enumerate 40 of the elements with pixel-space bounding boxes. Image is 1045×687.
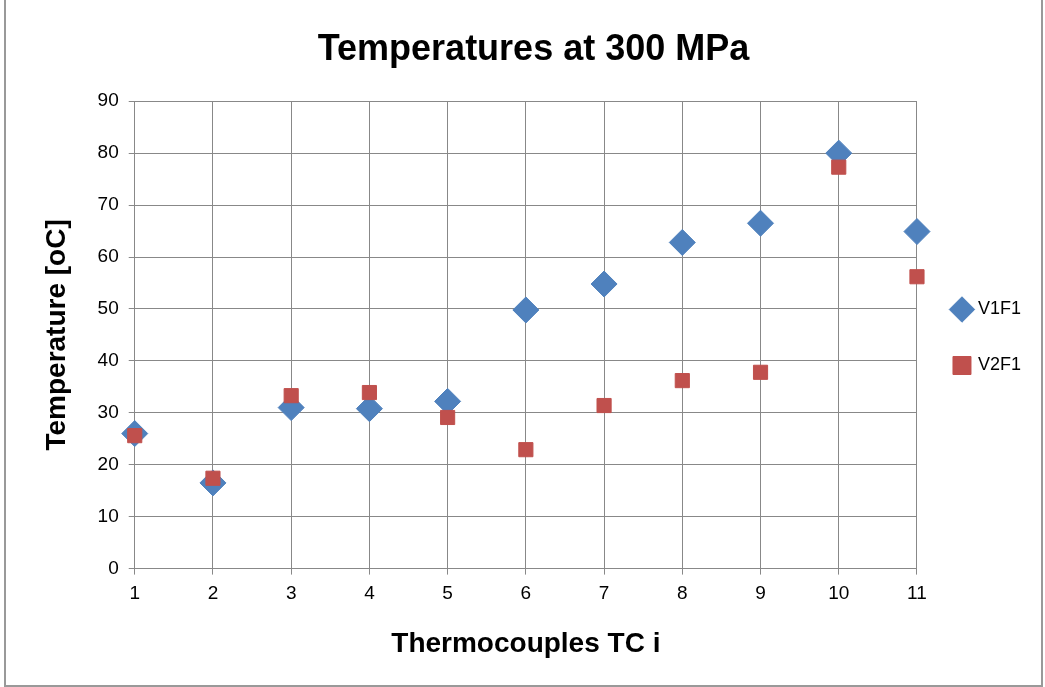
point bbox=[590, 270, 618, 298]
legend-label: V2F1 bbox=[977, 354, 1022, 375]
x-tick-label: 4 bbox=[364, 582, 376, 604]
y-tick-label: 70 bbox=[97, 193, 119, 215]
y-tick-label: 90 bbox=[97, 89, 119, 111]
y-axis-title: Temperature [oC] bbox=[39, 219, 71, 451]
point bbox=[831, 159, 847, 175]
y-tick-label: 0 bbox=[108, 556, 119, 578]
point bbox=[747, 209, 775, 237]
point bbox=[518, 442, 534, 458]
chart-title: Temperatures at 300 MPa bbox=[317, 26, 751, 68]
x-tick-label: 2 bbox=[207, 582, 219, 604]
x-tick-label: 10 bbox=[828, 582, 850, 604]
x-tick-label: 6 bbox=[520, 582, 532, 604]
x-tick-label: 9 bbox=[755, 582, 766, 604]
point bbox=[283, 388, 299, 404]
y-tick-label: 30 bbox=[97, 401, 119, 423]
point bbox=[903, 218, 931, 246]
x-tick-label: 5 bbox=[442, 582, 453, 604]
point bbox=[440, 409, 456, 426]
point bbox=[909, 269, 925, 285]
x-tick-label: 11 bbox=[907, 582, 927, 604]
x-tick-label: 3 bbox=[285, 582, 297, 604]
point bbox=[668, 228, 696, 256]
x-axis-title: Thermocouples TC i bbox=[391, 626, 661, 658]
y-tick-label: 80 bbox=[97, 141, 119, 163]
point bbox=[596, 397, 612, 414]
point bbox=[512, 296, 540, 324]
point bbox=[361, 384, 377, 401]
point bbox=[752, 364, 769, 380]
x-tick-label: 8 bbox=[677, 582, 688, 604]
x-tick-label: 1 bbox=[129, 582, 141, 604]
y-tick-label: 20 bbox=[97, 452, 119, 474]
y-tick-label: 60 bbox=[97, 245, 119, 267]
point bbox=[674, 373, 690, 389]
x-tick-label: 7 bbox=[598, 582, 610, 604]
y-tick-label: 10 bbox=[97, 504, 119, 526]
y-tick-label: 40 bbox=[97, 349, 119, 371]
legend-label: V1F1 bbox=[977, 298, 1022, 319]
y-tick-label: 50 bbox=[97, 297, 119, 319]
